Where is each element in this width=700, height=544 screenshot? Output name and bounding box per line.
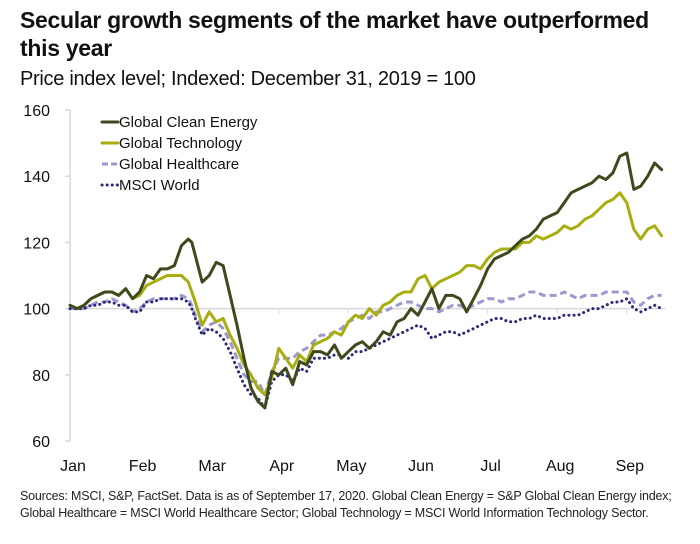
x-tick-label: Jan (60, 458, 86, 475)
x-tick-label: Mar (198, 458, 226, 475)
series-lines (68, 151, 664, 410)
series-line-global-technology (68, 191, 664, 397)
y-tick-label: 100 (23, 302, 50, 319)
x-tick-label: Feb (129, 458, 157, 475)
x-tick-label: Jun (408, 458, 434, 475)
footnote-sources: Sources: MSCI, S&P, FactSet. Data is as … (20, 489, 672, 520)
y-tick-label: 80 (32, 368, 50, 385)
chart-subtitle: Price index level; Indexed: December 31,… (20, 68, 476, 90)
legend-label: Global Healthcare (119, 156, 239, 173)
x-tick-label: Sep (616, 458, 645, 475)
series-line-global-healthcare (70, 290, 662, 397)
chart-title: Secular growth segments of the market ha… (20, 7, 649, 61)
legend-label: Global Technology (119, 135, 243, 152)
series-line-msci-world (68, 297, 664, 410)
x-tick-label: Apr (269, 458, 295, 475)
x-tick-label: May (336, 458, 366, 475)
legend-label: MSCI World (119, 177, 200, 194)
tick-labels: 60 80 100 120 140 160 Jan Feb Mar Apr May Jun Jul Aug… (23, 103, 644, 475)
y-tick-label: 60 (32, 434, 50, 451)
legend: Global Clean Energy Global Technology Glob… (100, 114, 258, 194)
series-line-global-clean-energy (68, 151, 664, 410)
x-tick-label: Aug (546, 458, 574, 475)
y-tick-label: 160 (23, 103, 50, 120)
y-tick-label: 140 (23, 169, 50, 186)
x-tick-label: Jul (480, 458, 500, 475)
y-tick-label: 120 (23, 235, 50, 252)
legend-label: Global Clean Energy (119, 114, 258, 131)
